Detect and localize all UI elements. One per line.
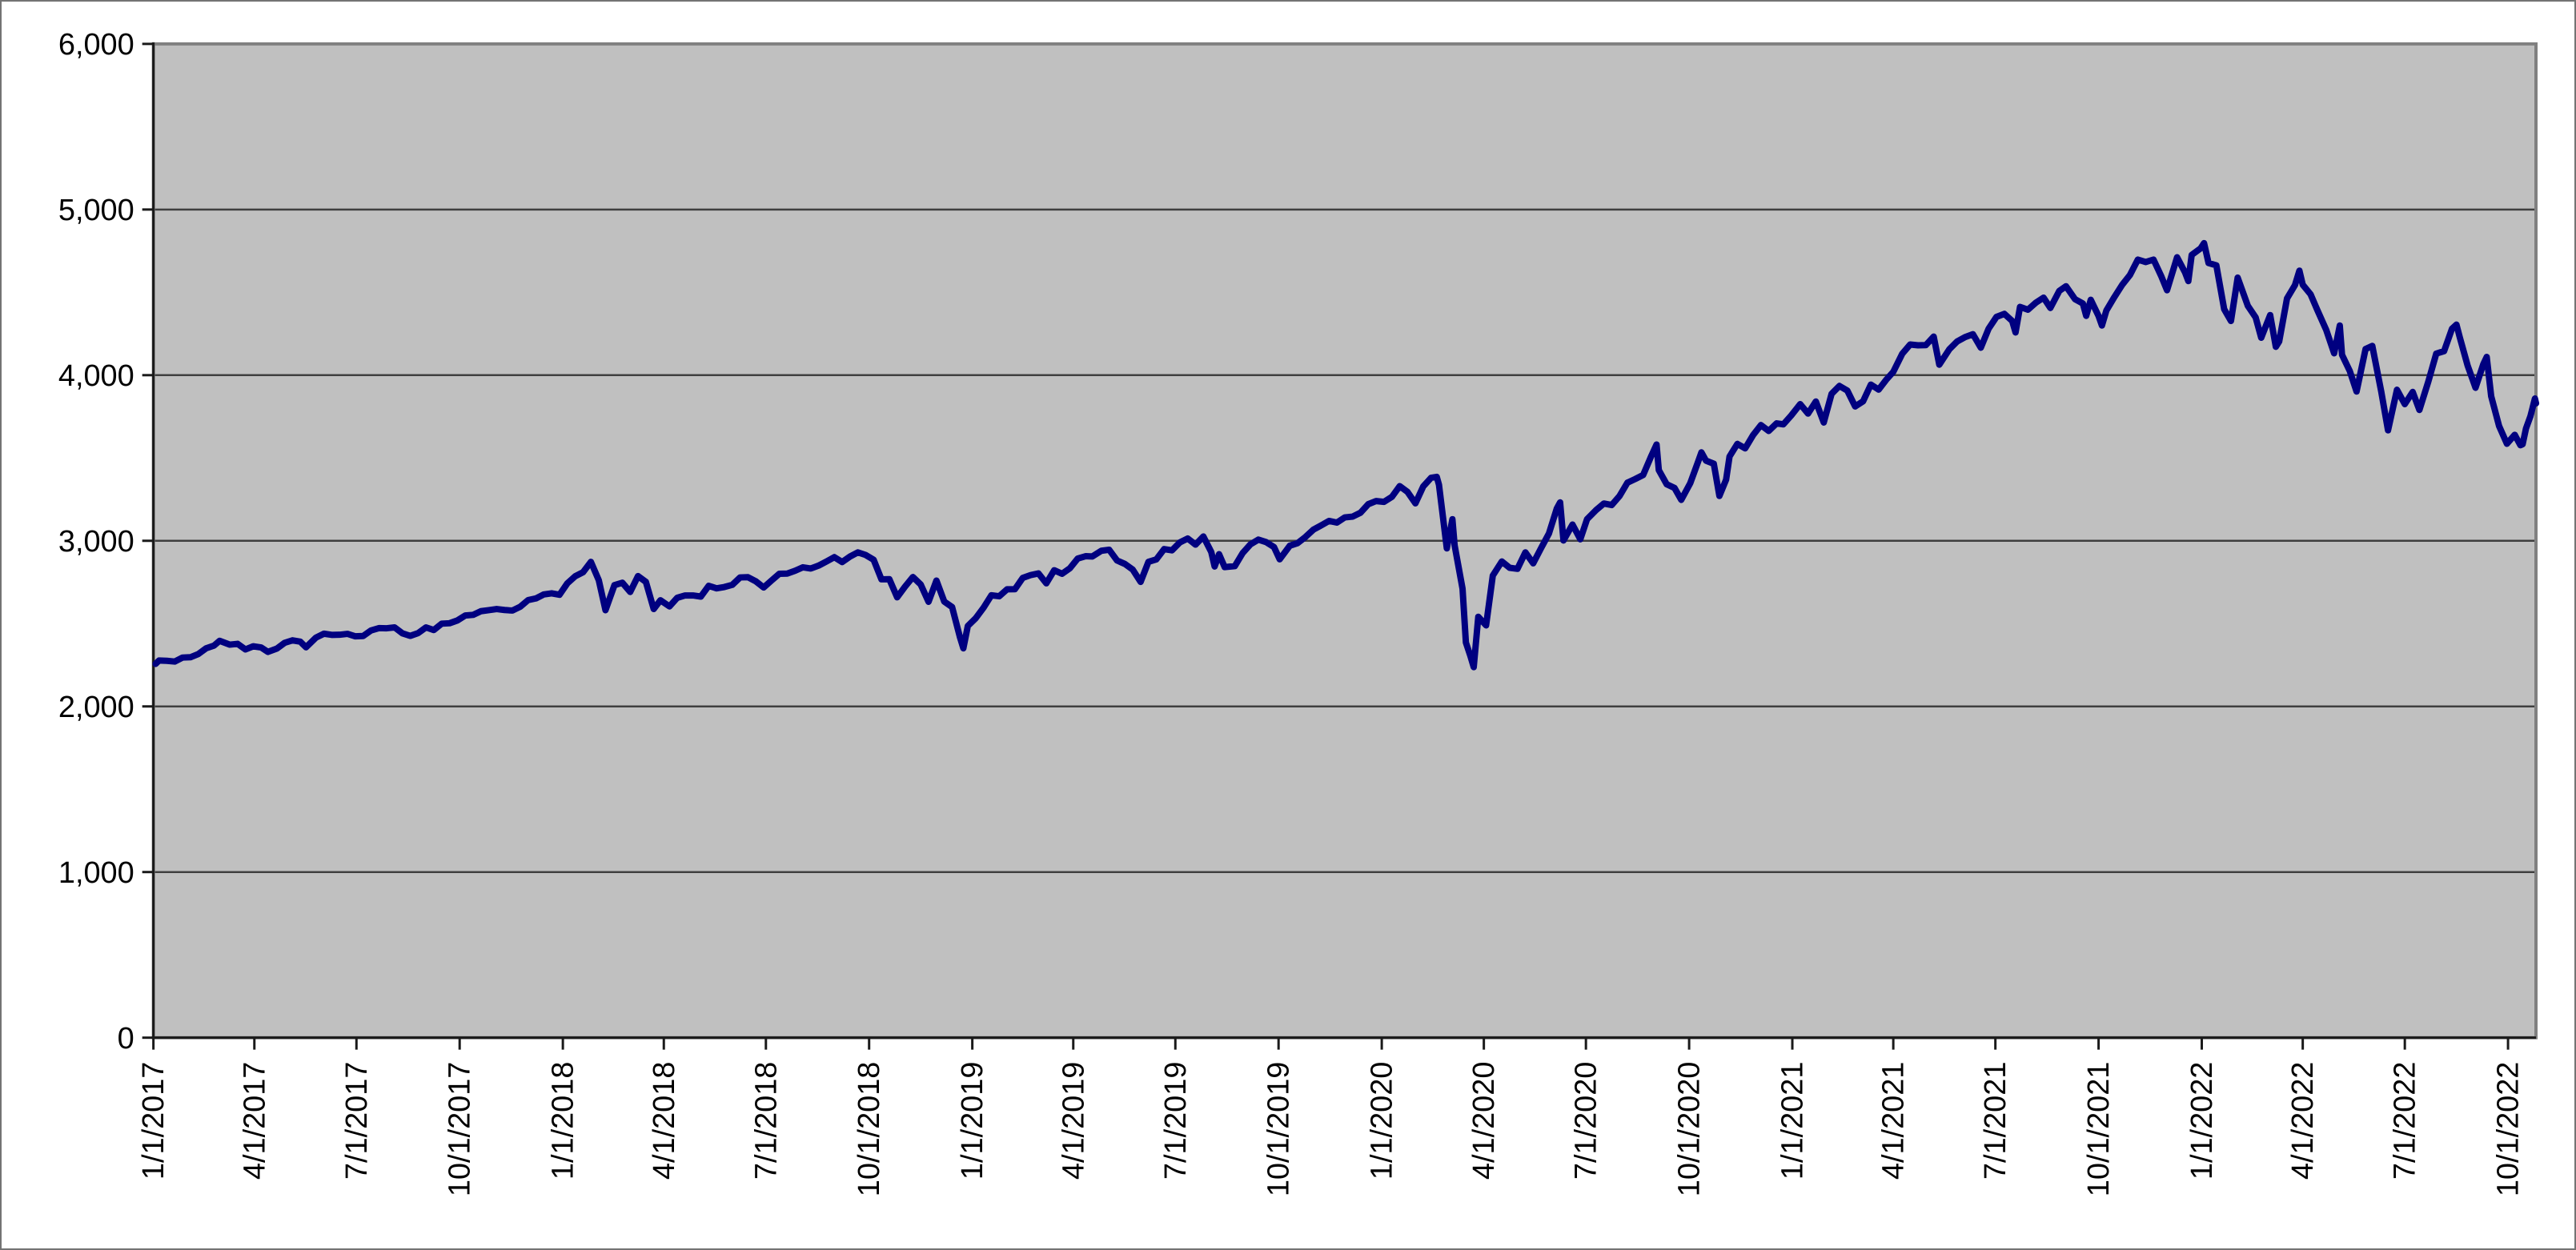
y-tick-label: 4,000 <box>58 359 134 393</box>
x-tick-label: 7/1/2021 <box>1979 1062 2012 1180</box>
x-tick-label: 7/1/2020 <box>1570 1062 1603 1180</box>
x-tick-label: 7/1/2017 <box>340 1062 374 1180</box>
x-tick-label: 10/1/2018 <box>853 1062 886 1197</box>
x-axis-labels: 1/1/2017 4/1/2017 7/1/2017 10/1/2017 1/1/201… <box>137 1062 2525 1197</box>
x-tick-label: 4/1/2018 <box>648 1062 681 1180</box>
y-tick-label: 5,000 <box>58 194 134 227</box>
y-tick-label: 2,000 <box>58 691 134 724</box>
x-tick-label: 4/1/2022 <box>2286 1062 2320 1180</box>
axes <box>152 42 2536 1040</box>
x-tick-label: 1/1/2021 <box>1776 1062 1810 1180</box>
x-tick-label: 7/1/2022 <box>2389 1062 2422 1180</box>
x-tick-label: 1/1/2022 <box>2185 1062 2219 1180</box>
x-tick-label: 10/1/2022 <box>2492 1062 2526 1197</box>
index-price-line <box>152 239 2540 671</box>
x-tick-label: 10/1/2021 <box>2082 1062 2116 1197</box>
y-tick-label: 3,000 <box>58 525 134 559</box>
y-tick-label: 0 <box>118 1022 134 1056</box>
x-tick-label: 1/1/2017 <box>137 1062 171 1180</box>
data-series <box>152 239 2540 671</box>
x-tick-label: 4/1/2021 <box>1877 1062 1911 1180</box>
x-tick-label: 10/1/2019 <box>1262 1062 1296 1197</box>
x-tick-label: 4/1/2019 <box>1057 1062 1090 1180</box>
x-tick-label: 10/1/2017 <box>443 1062 477 1197</box>
x-tick-label: 1/1/2018 <box>547 1062 580 1180</box>
axis-ticks <box>142 42 2510 1050</box>
x-tick-label: 4/1/2017 <box>238 1062 271 1180</box>
x-tick-label: 7/1/2018 <box>749 1062 783 1180</box>
x-tick-label: 10/1/2020 <box>1673 1062 1707 1197</box>
x-tick-label: 1/1/2020 <box>1366 1062 1399 1180</box>
y-tick-label: 1,000 <box>58 856 134 890</box>
y-axis-labels: 0 1,000 2,000 3,000 4,000 5,000 6,000 <box>58 28 134 1056</box>
x-tick-label: 7/1/2019 <box>1159 1062 1193 1180</box>
y-tick-label: 6,000 <box>58 28 134 62</box>
x-tick-label: 4/1/2020 <box>1467 1062 1501 1180</box>
gridlines <box>153 208 2536 873</box>
x-tick-label: 1/1/2019 <box>956 1062 989 1180</box>
